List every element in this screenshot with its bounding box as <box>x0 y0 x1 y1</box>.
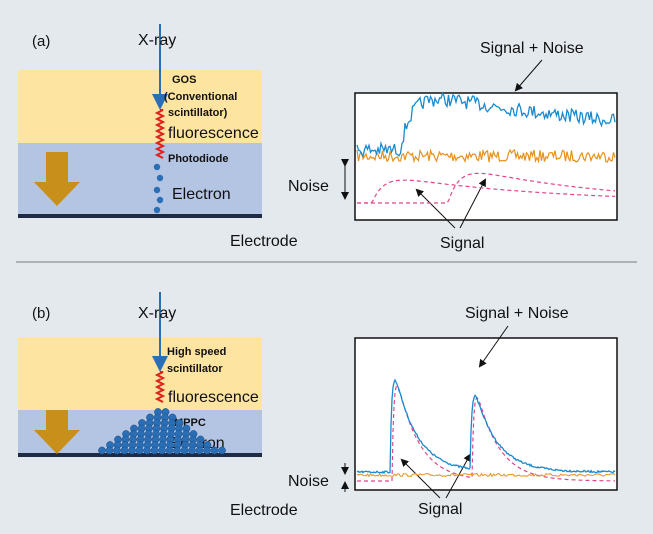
panel-label: (a) <box>32 33 50 50</box>
signal-noise-label: Signal + Noise <box>465 305 569 322</box>
plot-frame <box>355 93 617 220</box>
noise-label: Noise <box>288 473 329 490</box>
electron-dot <box>157 197 163 203</box>
electron-dot <box>136 447 143 454</box>
signal-noise-label: Signal + Noise <box>480 40 584 57</box>
electron-dot <box>106 447 113 454</box>
scintillator-text: scintillator <box>167 363 223 375</box>
scintillator-text: scintillator) <box>168 107 228 119</box>
electrode-label: Electrode <box>230 233 298 250</box>
electron-dot <box>98 447 105 454</box>
electron-dot <box>188 447 195 454</box>
electron-dot <box>121 447 128 454</box>
electron-dot <box>154 207 160 213</box>
electron-dot <box>151 447 158 454</box>
noise-label: Noise <box>288 178 329 195</box>
signal-label: Signal <box>440 235 484 252</box>
figure: (a) X-ray GOS (Conventional scintillator… <box>0 0 653 534</box>
fluorescence-label: fluorescence <box>168 389 259 406</box>
electron-dot <box>113 447 120 454</box>
electron-dot <box>154 164 160 170</box>
electron-dot <box>157 175 163 181</box>
electrode-label: Electrode <box>230 502 298 519</box>
electron-dot <box>181 447 188 454</box>
scintillator-text: (Conventional <box>164 91 237 103</box>
electron-dot <box>173 447 180 454</box>
electron-dot <box>154 187 160 193</box>
electron-dot <box>166 447 173 454</box>
scintillator-text: GOS <box>172 74 196 86</box>
xray-label: X-ray <box>138 32 176 49</box>
electron-dot <box>203 447 210 454</box>
electron-label: Electron <box>172 186 231 203</box>
detector-label: Photodiode <box>168 153 229 165</box>
plot-frame <box>355 338 617 490</box>
panel-label: (b) <box>32 305 50 322</box>
electron-dot <box>128 447 135 454</box>
electrode <box>18 214 262 218</box>
page: (a) X-ray GOS (Conventional scintillator… <box>0 0 653 534</box>
electron-dot <box>158 447 165 454</box>
electron-dot <box>218 447 225 454</box>
electron-dot <box>143 447 150 454</box>
fluorescence-label: fluorescence <box>168 125 259 142</box>
scintillator-text: High speed <box>167 346 226 358</box>
electron-dot <box>196 447 203 454</box>
signal-label: Signal <box>418 501 462 518</box>
electron-dot <box>211 447 218 454</box>
xray-label: X-ray <box>138 305 176 322</box>
